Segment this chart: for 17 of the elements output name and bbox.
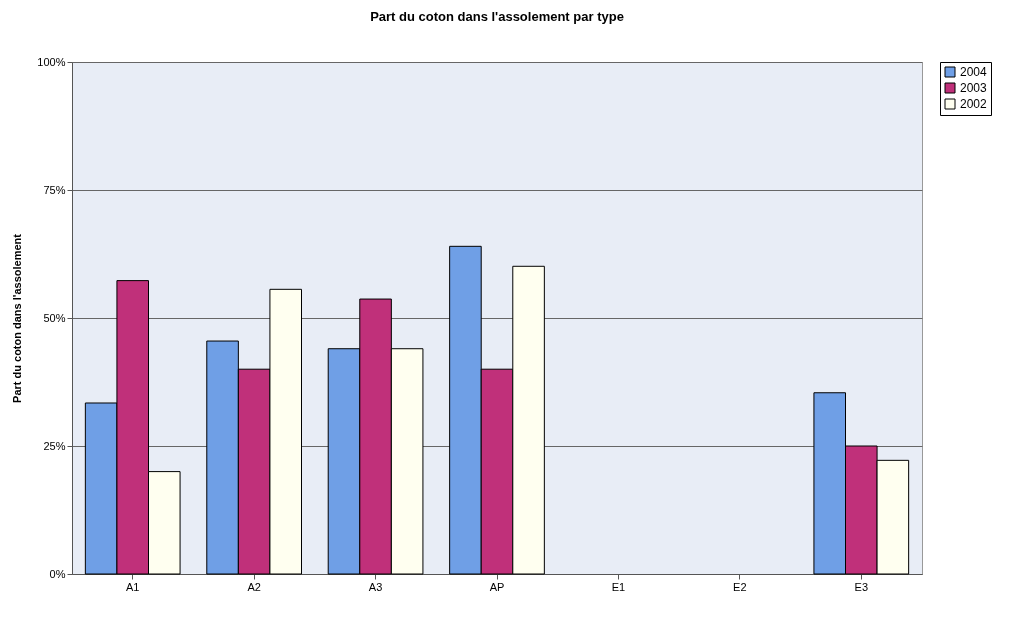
y-tick-label: 0%: [49, 567, 66, 580]
x-tick-label: E2: [733, 580, 747, 593]
x-tick-label: E1: [611, 580, 626, 593]
legend-label: 2003: [960, 81, 988, 95]
chart-title: Part du coton dans l'assolement par type: [370, 9, 624, 24]
y-tick-label: 75%: [43, 183, 66, 196]
x-tick-label: A3: [368, 580, 383, 593]
x-tick-label: E3: [854, 580, 869, 593]
x-tick-label: AP: [489, 580, 505, 593]
legend-label: 2002: [960, 97, 988, 111]
y-tick-label: 25%: [43, 439, 66, 452]
x-tick-label: A2: [247, 580, 261, 593]
y-tick-label: 100%: [37, 55, 66, 68]
y-axis-title: Part du coton dans l'assolement: [11, 233, 24, 403]
x-tick-label: A1: [125, 580, 140, 593]
legend-label: 2004: [960, 65, 988, 79]
y-tick-label: 50%: [43, 311, 66, 324]
